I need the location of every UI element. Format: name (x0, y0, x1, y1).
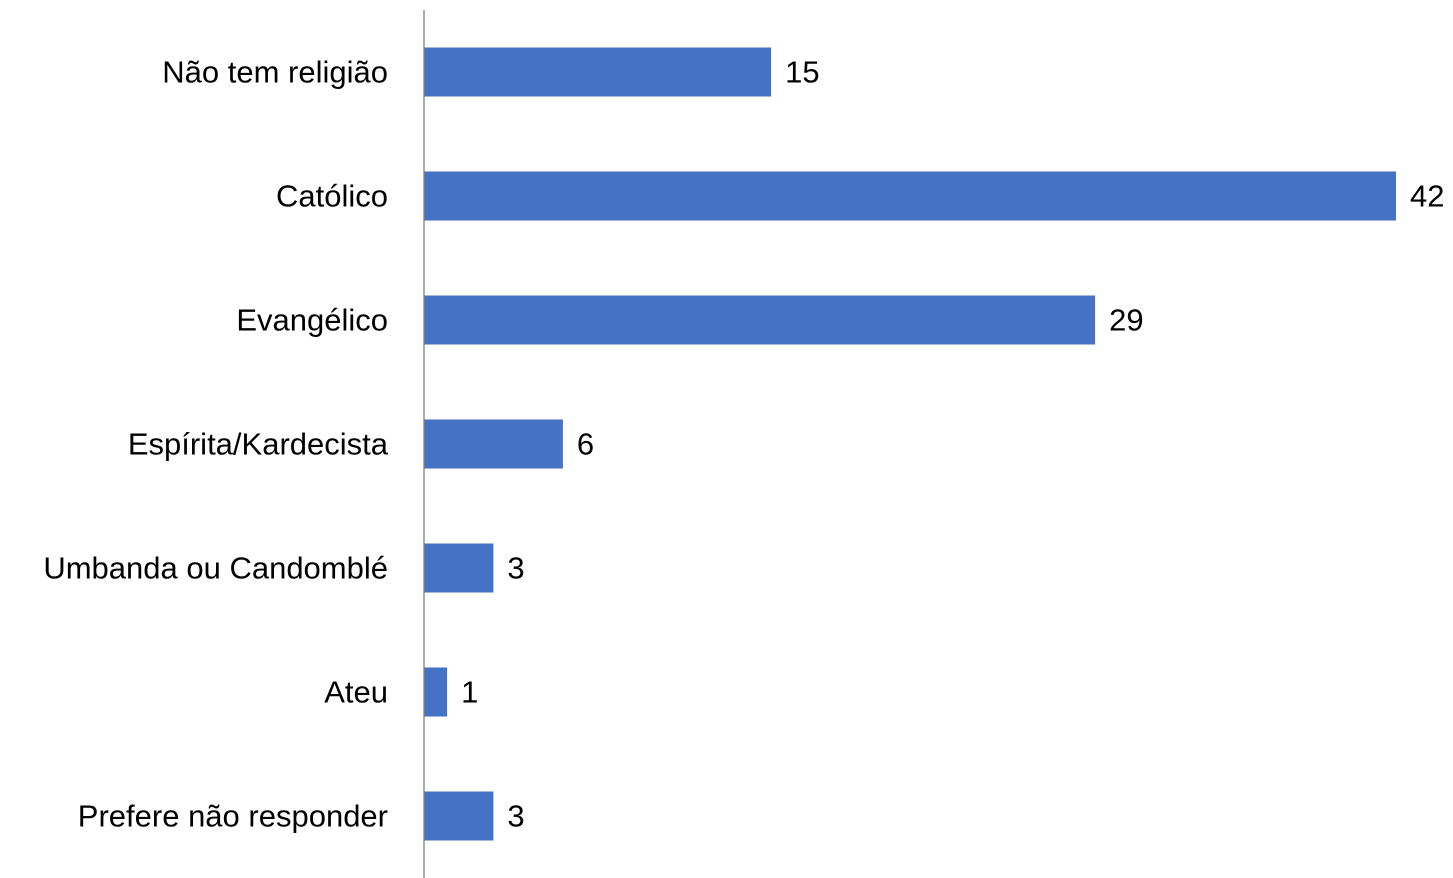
bar (424, 419, 563, 469)
data-label: 3 (507, 551, 524, 586)
data-label: 15 (785, 55, 819, 90)
category-label: Umbanda ou Candomblé (43, 551, 388, 586)
data-label: 3 (507, 799, 524, 834)
bar (424, 543, 494, 593)
category-label: Não tem religião (162, 55, 388, 90)
category-label: Ateu (324, 675, 388, 710)
category-label: Prefere não responder (78, 799, 388, 834)
bar (424, 295, 1096, 345)
bar (424, 791, 494, 841)
category-label: Evangélico (236, 303, 388, 338)
category-label: Católico (276, 179, 388, 214)
data-label: 1 (461, 675, 478, 710)
bar (424, 47, 772, 97)
data-label: 6 (577, 427, 594, 462)
category-label: Espírita/Kardecista (128, 427, 389, 462)
bar (424, 171, 1396, 221)
bars-group (424, 47, 1396, 841)
bar (424, 667, 448, 717)
data-label: 42 (1410, 179, 1444, 214)
value-labels-group: 15 42 29 6 3 1 3 (461, 55, 1444, 834)
category-labels-group: Não tem religião Católico Evangélico Espíri… (43, 55, 388, 834)
data-label: 29 (1109, 303, 1143, 338)
